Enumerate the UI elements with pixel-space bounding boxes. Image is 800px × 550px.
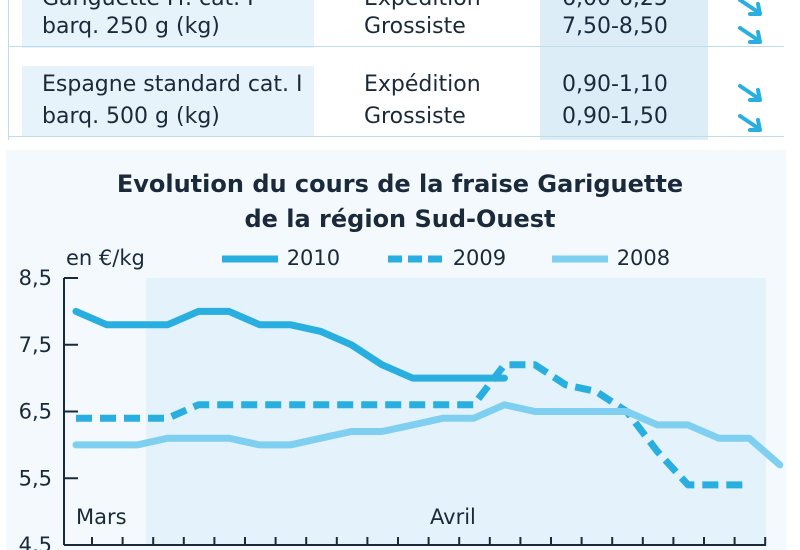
legend-swatch-2009 — [388, 255, 444, 263]
price-column-bg — [540, 0, 708, 140]
row1-product-bg — [22, 0, 314, 48]
series-line-2010 — [72, 307, 508, 382]
y-tick-label: 7,5 — [19, 333, 52, 357]
row1-price2: 7,50-8,50 — [562, 14, 668, 39]
row2-product-line1: Espagne standard cat. I — [42, 72, 303, 97]
legend-item-2010: 2010 — [222, 246, 340, 270]
legend-swatch-2010 — [222, 255, 278, 263]
row1-product-line2: barq. 250 g (kg) — [42, 14, 220, 39]
row2-price1: 0,90-1,10 — [562, 72, 668, 97]
legend-swatch-2008 — [552, 255, 608, 263]
row2-stage1: Expédition — [364, 72, 481, 97]
row2-product-line2: barq. 500 g (kg) — [42, 104, 220, 129]
row1-trend-down-icon-2 — [738, 26, 762, 44]
row2-product-bg — [22, 66, 314, 136]
row1-stage1: Expédition — [364, 0, 481, 15]
y-tick-label: 8,5 — [19, 266, 52, 290]
chart-title: Evolution du cours de la fraise Gariguet… — [116, 170, 684, 198]
legend-label-2010: 2010 — [286, 246, 341, 270]
row1-product-line1: Gariguette Fr. cat. I — [42, 0, 254, 15]
row2-stage2: Grossiste — [364, 104, 466, 129]
row2-trend-down-icon-1 — [738, 84, 762, 102]
legend-item-2008: 2008 — [552, 246, 670, 270]
legend-item-2009: 2009 — [388, 246, 506, 270]
row1-bottom-rule — [8, 46, 784, 47]
row2-bottom-rule — [8, 136, 784, 137]
row1-trend-down-icon-1 — [738, 0, 762, 16]
y-tick-label: 6,5 — [19, 400, 52, 424]
chart-subtitle: de la région Sud-Ouest — [244, 205, 556, 233]
x-month-label-mars: Mars — [76, 505, 127, 529]
price-chart: Evolution du cours de la fraise Gariguet… — [0, 150, 800, 550]
y-tick-label: 4,5 — [19, 533, 52, 550]
y-tick-label: 5,5 — [19, 466, 52, 490]
row2-price2: 0,90-1,50 — [562, 104, 668, 129]
price-table: Gariguette Fr. cat. I barq. 250 g (kg) E… — [0, 0, 800, 140]
row1-price1: 6,00-6,25 — [562, 0, 668, 15]
row1-stage2: Grossiste — [364, 14, 466, 39]
row2-trend-down-icon-2 — [738, 114, 762, 132]
series-line-2008 — [72, 401, 784, 469]
legend-label-2009: 2009 — [452, 246, 507, 270]
legend-label-2008: 2008 — [616, 246, 671, 270]
y-axis-unit-label: en €/kg — [66, 246, 145, 270]
table-left-border — [8, 0, 9, 140]
chart-plot-area: 8,5 7,5 6,5 5,5 4,5 Mars Avril — [19, 266, 784, 550]
x-month-label-avril: Avril — [430, 505, 476, 529]
